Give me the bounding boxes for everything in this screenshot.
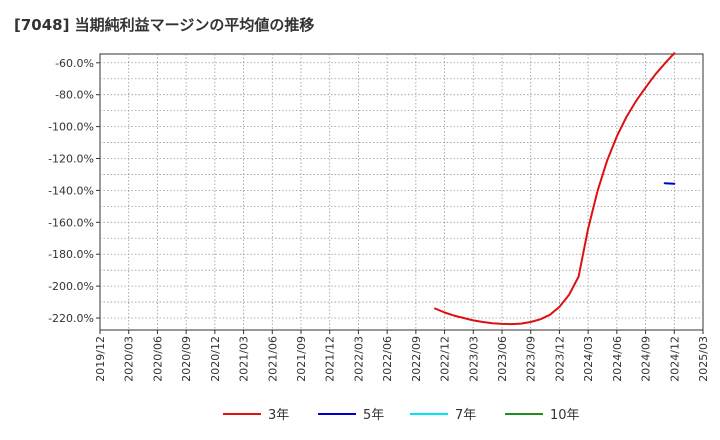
x-tick-label: 2020/12 <box>209 336 222 382</box>
legend: 3年 5年 7年 10年 <box>223 408 580 423</box>
legend-label: 7年 <box>455 408 476 423</box>
plot-area <box>99 53 704 331</box>
x-tick-label: 2025/03 <box>697 336 710 382</box>
y-tick-label: -160.0% <box>48 216 94 229</box>
x-tick-label: 2023/12 <box>553 336 566 382</box>
x-tick-label: 2021/03 <box>238 336 251 382</box>
x-tick-label: 2023/03 <box>467 336 480 382</box>
x-tick-label: 2023/06 <box>496 336 509 382</box>
y-tick-label: -60.0% <box>55 57 94 70</box>
x-tick-label: 2022/12 <box>439 336 452 382</box>
x-tick-label: 2020/06 <box>151 336 164 382</box>
x-tick-label: 2024/06 <box>611 336 624 382</box>
chart-title: [7048] 当期純利益マージンの平均値の推移 <box>14 16 315 34</box>
x-tick-label: 2022/06 <box>381 336 394 382</box>
y-tick-label: -180.0% <box>48 248 94 261</box>
y-tick-label: -120.0% <box>48 152 94 165</box>
x-tick-label: 2022/09 <box>410 336 423 382</box>
x-tick-label: 2021/12 <box>324 336 337 382</box>
x-tick-label: 2024/03 <box>582 336 595 382</box>
x-tick-label: 2024/09 <box>640 336 653 382</box>
x-tick-label: 2021/06 <box>266 336 279 382</box>
x-tick-label: 2021/09 <box>295 336 308 382</box>
series-line-3年 <box>434 52 676 326</box>
y-tick-label: -220.0% <box>48 312 94 325</box>
y-axis: -60.0% -80.0% -100.0% -120.0% -140.0% -160.0%… <box>48 57 100 325</box>
legend-label: 3年 <box>268 408 289 423</box>
data-series <box>434 52 676 326</box>
x-tick-label: 2019/12 <box>94 336 107 382</box>
x-tick-label: 2020/09 <box>180 336 193 382</box>
x-tick-label: 2024/12 <box>668 336 681 382</box>
y-tick-label: -80.0% <box>55 89 94 102</box>
y-tick-label: -200.0% <box>48 280 94 293</box>
y-tick-label: -140.0% <box>48 184 94 197</box>
legend-label: 10年 <box>550 408 580 423</box>
x-tick-label: 2020/03 <box>123 336 136 382</box>
x-tick-label: 2023/09 <box>525 336 538 382</box>
y-tick-label: -100.0% <box>48 121 94 134</box>
legend-label: 5年 <box>363 408 384 423</box>
x-axis: 2019/12 2020/03 2020/06 2020/09 2020/12 2021/… <box>94 330 710 382</box>
x-tick-label: 2022/03 <box>352 336 365 382</box>
grid-lines <box>100 54 703 330</box>
series-line-5年 <box>663 182 676 185</box>
